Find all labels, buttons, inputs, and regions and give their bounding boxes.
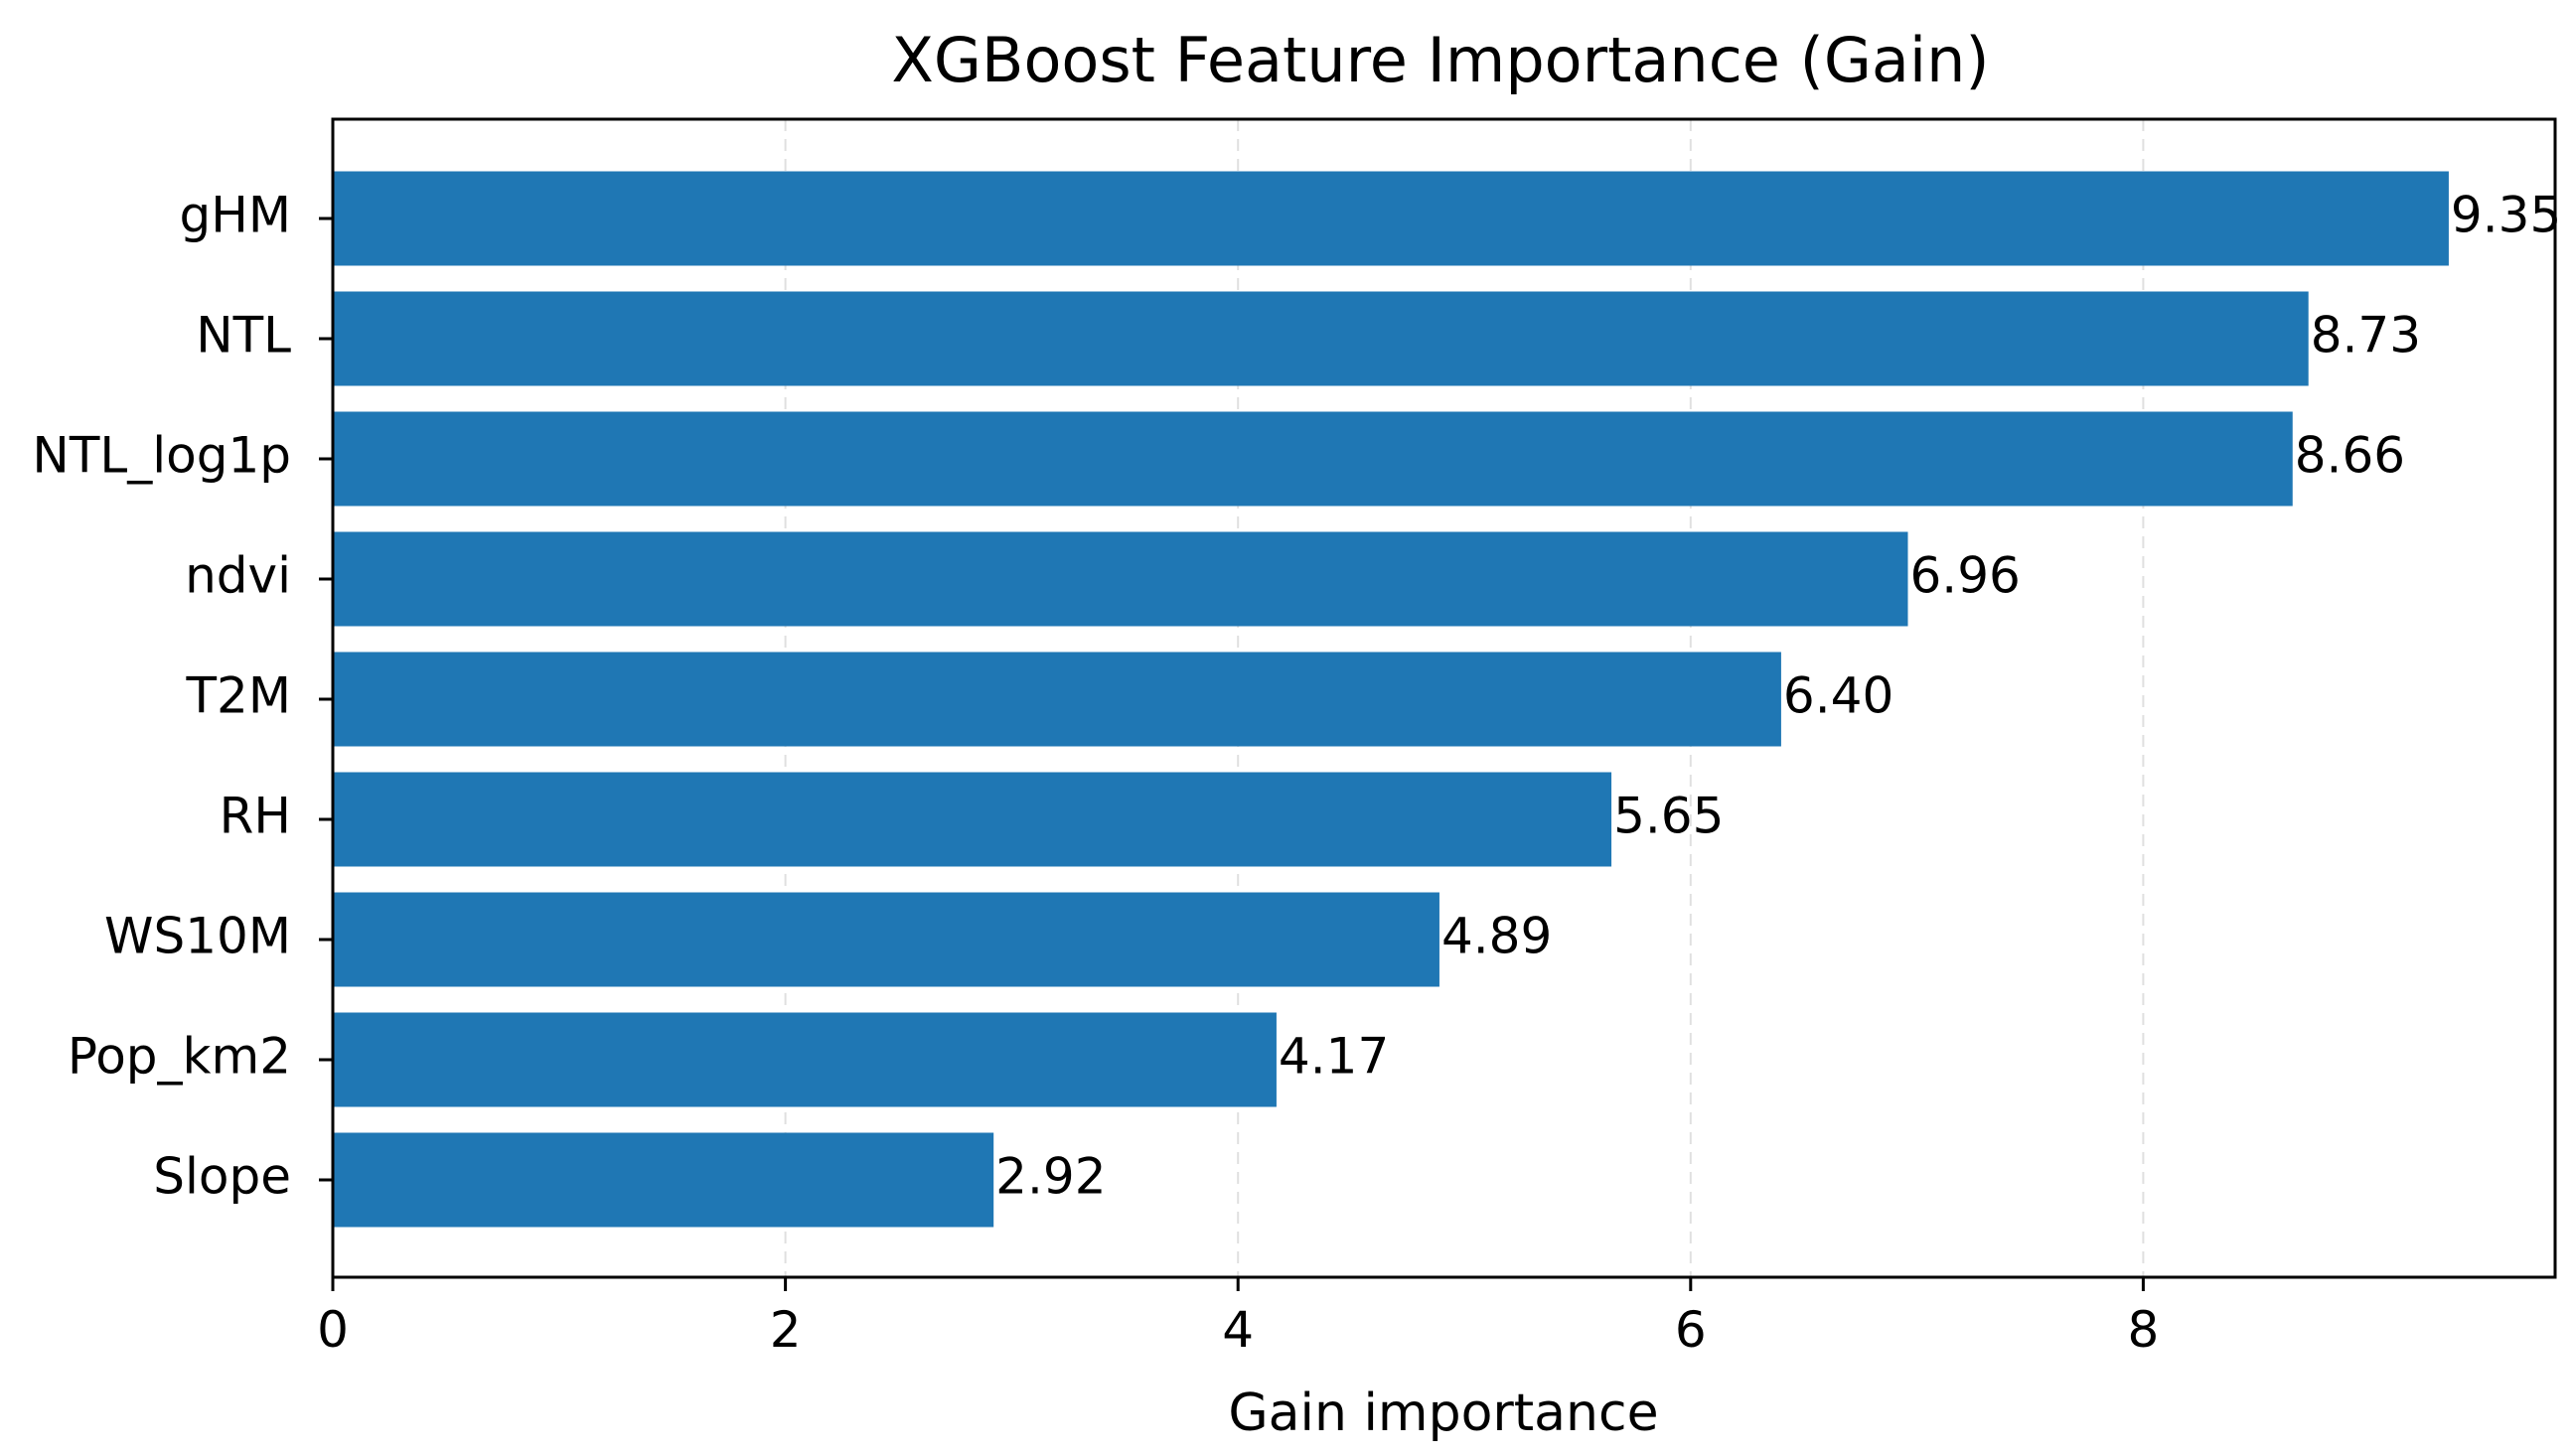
bar (333, 652, 1781, 747)
bar-value-label: 4.17 (1279, 1028, 1389, 1086)
bar (333, 411, 2293, 507)
x-axis-ticks: 0 2 4 6 8 (317, 1277, 2159, 1359)
x-tick-label: 0 (317, 1301, 349, 1359)
bar-value-label: 8.66 (2295, 427, 2405, 485)
bar (333, 1012, 1277, 1107)
y-tick-label: NTL_log1p (32, 427, 291, 485)
bar-value-label: 9.35 (2451, 187, 2561, 244)
y-tick-label: Slope (153, 1148, 291, 1206)
y-tick-label: NTL (196, 307, 291, 364)
x-tick-label: 4 (1222, 1301, 1254, 1359)
bars (333, 171, 2449, 1228)
x-tick-label: 6 (1675, 1301, 1707, 1359)
y-tick-label: T2M (186, 667, 292, 725)
bar (333, 171, 2449, 266)
x-tick-label: 8 (2127, 1301, 2159, 1359)
y-tick-label: Pop_km2 (68, 1028, 291, 1086)
chart-title: XGBoost Feature Importance (Gain) (891, 24, 1989, 96)
bar-value-label: 6.96 (1909, 547, 2020, 605)
y-tick-label: RH (220, 788, 291, 845)
bar (333, 772, 1612, 867)
bar (333, 291, 2309, 386)
bar (333, 892, 1439, 987)
bar-value-label: 4.89 (1441, 908, 1552, 965)
x-axis-label: Gain importance (1228, 1383, 1658, 1443)
data-labels: 9.35 8.73 8.66 6.96 6.40 5.65 4.89 4.17 2.92 (995, 187, 2561, 1206)
bar-value-label: 6.40 (1783, 667, 1893, 725)
bar-value-label: 5.65 (1613, 788, 1724, 845)
bar-value-label: 8.73 (2311, 307, 2421, 364)
x-tick-label: 2 (770, 1301, 802, 1359)
y-tick-label: gHM (180, 187, 291, 244)
bar (333, 531, 1908, 627)
y-tick-label: ndvi (185, 547, 291, 605)
bar-value-label: 2.92 (995, 1148, 1106, 1206)
bar (333, 1132, 994, 1228)
y-tick-label: WS10M (104, 908, 291, 965)
